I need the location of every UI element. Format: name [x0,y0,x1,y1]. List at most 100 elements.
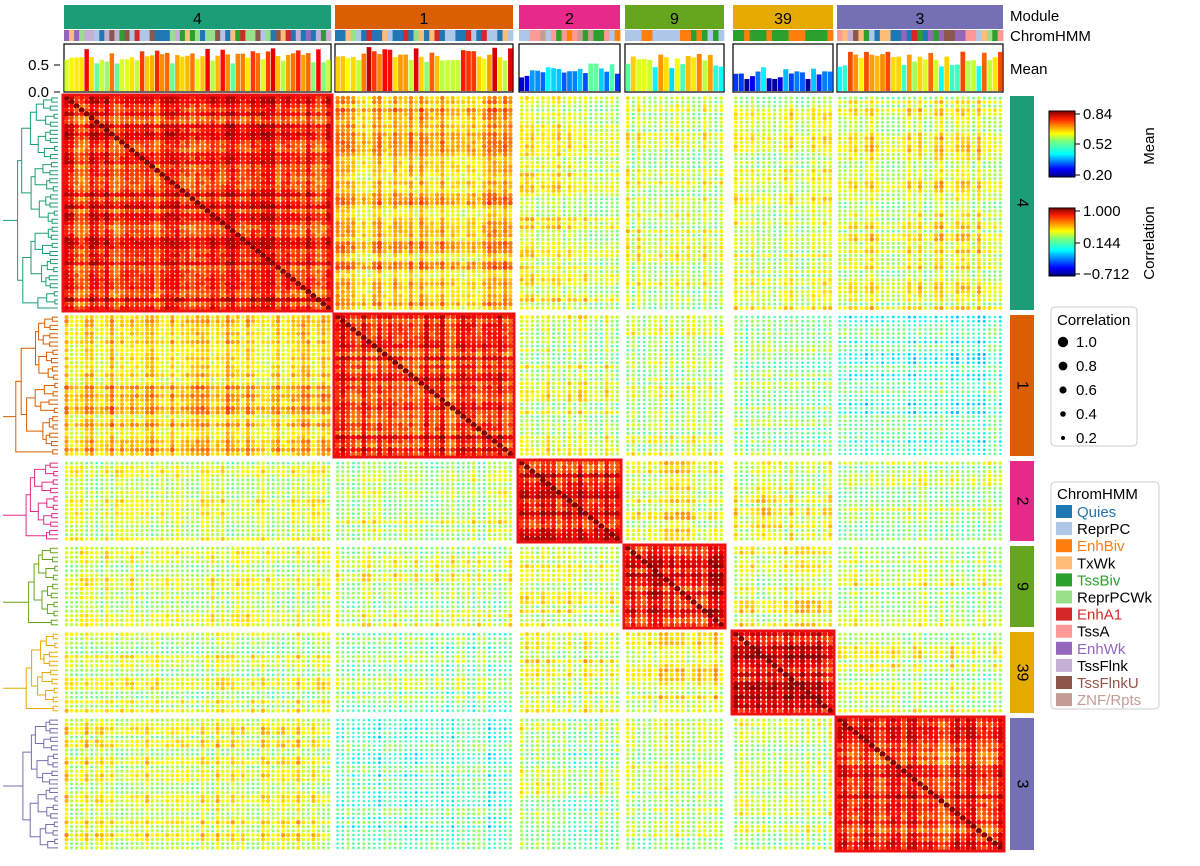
mean-bar [928,53,933,91]
chromhmm-cell [891,30,897,41]
mean-bar [440,60,445,91]
correlation-dot [246,144,251,149]
mean-bar [64,60,68,91]
correlation-dot [190,136,195,141]
mean-bar [934,60,939,91]
chromhmm-cell [901,30,907,41]
correlation-dot [99,140,104,145]
chromhmm-cell [848,30,854,41]
mean-bar [822,71,827,91]
mean-bar [210,61,214,91]
correlation-dot [205,140,210,145]
mean-bar [604,72,609,91]
chromhmm-cell [175,30,180,41]
correlation-dot [316,104,321,109]
mean-bar [828,72,833,91]
correlation-dot [140,144,145,149]
chromhmm-cell [135,30,140,41]
chromhmm-cell [393,30,399,41]
chromhmm-cell [225,30,230,41]
mean-bar [636,59,641,91]
correlation-dot [200,144,205,149]
chromhmm-cell [998,30,1004,41]
chromhmm-cell [419,30,425,41]
mean-bar [135,60,139,91]
chromhmm-cell [351,30,357,41]
chromhmm-cell [744,30,750,41]
chromhmm-cell [739,30,745,41]
mean-bar [756,72,761,91]
correlation-dot [296,144,301,149]
chromhmm-cell [992,30,998,41]
correlation-dot [185,116,190,121]
chromhmm-cell [476,30,482,41]
chromhmm-cell [215,30,220,41]
chromhmm-cell [827,30,833,41]
correlation-dot [311,112,316,117]
correlation-dot [150,144,155,149]
chromhmm-cell [907,30,913,41]
correlation-dot [301,108,306,113]
correlation-dot [235,116,240,121]
mean-bar [296,50,300,91]
chromhmm-cell [321,30,326,41]
mean-bar [960,52,965,91]
mean-bar [226,54,230,91]
correlation-dot [79,148,83,152]
mean-bar [150,55,154,91]
chromhmm-cell [599,30,605,41]
mean-bar [100,60,104,91]
chromhmm-cell [789,30,795,41]
mean-bar [794,71,799,91]
chromhmm-cell [546,30,552,41]
mean-bar [246,58,250,92]
chromhmm-cell [200,30,205,41]
mean-bar [316,49,320,91]
mean-bar [311,62,315,91]
correlation-dot [120,116,125,121]
chromhmm-cell [461,30,467,41]
mean-bar [625,64,630,91]
mean-bar [702,60,707,91]
mean-bar [306,53,310,91]
mean-bar [281,61,285,91]
correlation-dot [115,104,120,109]
mean-bar [891,57,896,91]
mean-bar [896,57,901,91]
correlation-dot [256,116,261,121]
correlation-dot [246,140,251,145]
correlation-dot [190,148,194,152]
mean-bar [130,57,134,91]
mean-bar [578,69,583,91]
mean-bar [351,57,356,91]
chromhmm-cell [84,30,89,41]
module-header-label-39: 39 [774,11,792,28]
chromhmm-cell [230,30,235,41]
correlation-dot [155,140,159,144]
correlation-dot [301,136,306,141]
chromhmm-cell [928,30,934,41]
mean-bar [271,48,275,91]
chromhmm-cell [853,30,859,41]
chromhmm-cell [235,30,240,41]
chromhmm-cell [955,30,961,41]
mean-bar [220,50,224,91]
chromhmm-cell [686,30,692,41]
mean-bar [658,55,663,91]
mean-bar [424,62,429,91]
mean-bar [286,55,290,91]
module-header-label-4: 4 [193,11,202,28]
chromhmm-cell [205,30,210,41]
correlation-dot [321,104,326,109]
chromhmm-cell [301,30,306,41]
mean-bar [880,54,885,91]
correlation-dot [311,140,316,145]
chromhmm-cell [869,30,875,41]
correlation-dot [321,144,326,149]
mean-bar [120,59,124,91]
mean-bar [912,61,917,91]
chromhmm-cell [145,30,150,41]
mean-bar [551,68,556,91]
chromhmm-cell [195,30,200,41]
mean-bar [335,57,340,91]
